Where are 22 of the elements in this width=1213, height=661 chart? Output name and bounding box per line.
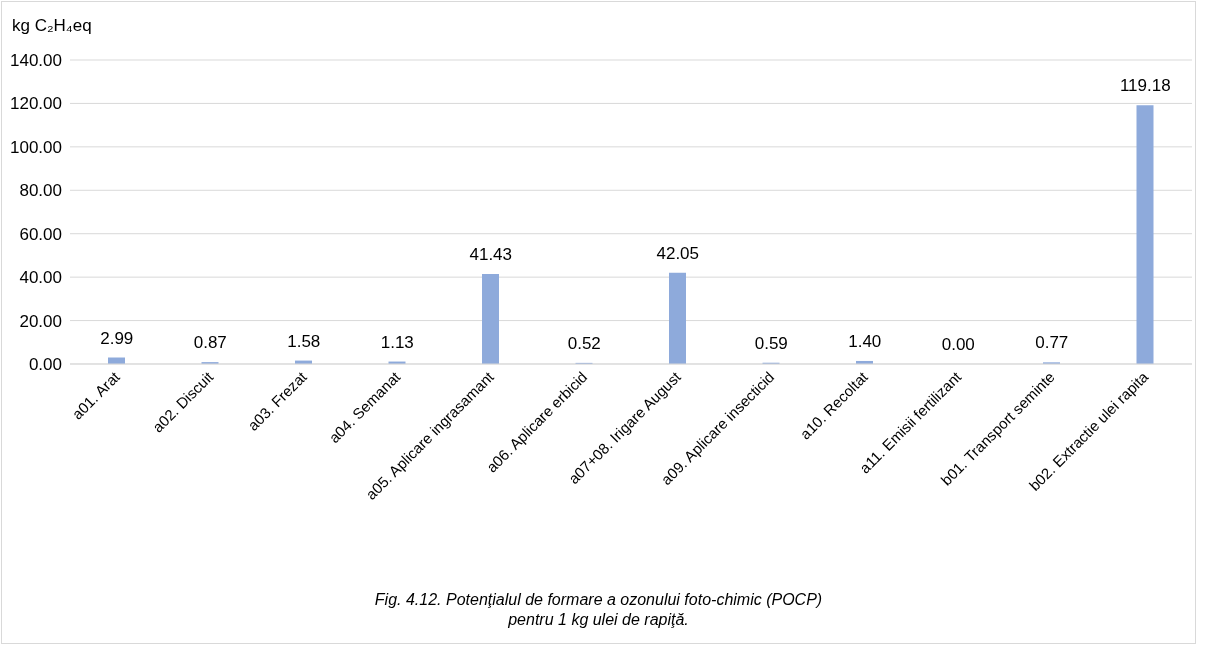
y-axis-title: kg C₂H₄eq	[12, 16, 92, 36]
data-label: 2.99	[100, 328, 134, 348]
y-tick-label: 120.00	[10, 94, 62, 114]
data-label: 0.87	[193, 333, 227, 353]
y-tick-label: 140.00	[10, 51, 62, 71]
caption: Fig. 4.12. Potenţialul de formare a ozonului foto-chimic (POCP) pentru 1 kg ulei de rapiţă.	[373, 590, 824, 630]
y-tick-label: 40.00	[19, 268, 62, 288]
data-label: 0.77	[1035, 333, 1069, 353]
data-label: 1.58	[287, 331, 321, 351]
y-tick-label: 60.00	[19, 224, 62, 244]
data-label: 0.00	[941, 335, 975, 354]
data-label: 42.05	[656, 243, 700, 263]
data-label: 0.52	[567, 333, 601, 353]
data-label: 1.40	[848, 331, 882, 351]
y-tick-label: 0.00	[28, 355, 62, 375]
data-label: 1.13	[380, 332, 414, 352]
y-tick-label: 80.00	[19, 181, 62, 201]
data-label: 41.43	[469, 245, 513, 265]
data-label: 0.59	[754, 333, 788, 353]
y-tick-label: 100.00	[10, 137, 62, 157]
y-tick-label: 20.00	[19, 311, 62, 331]
data-label: 119.18	[1119, 76, 1171, 96]
